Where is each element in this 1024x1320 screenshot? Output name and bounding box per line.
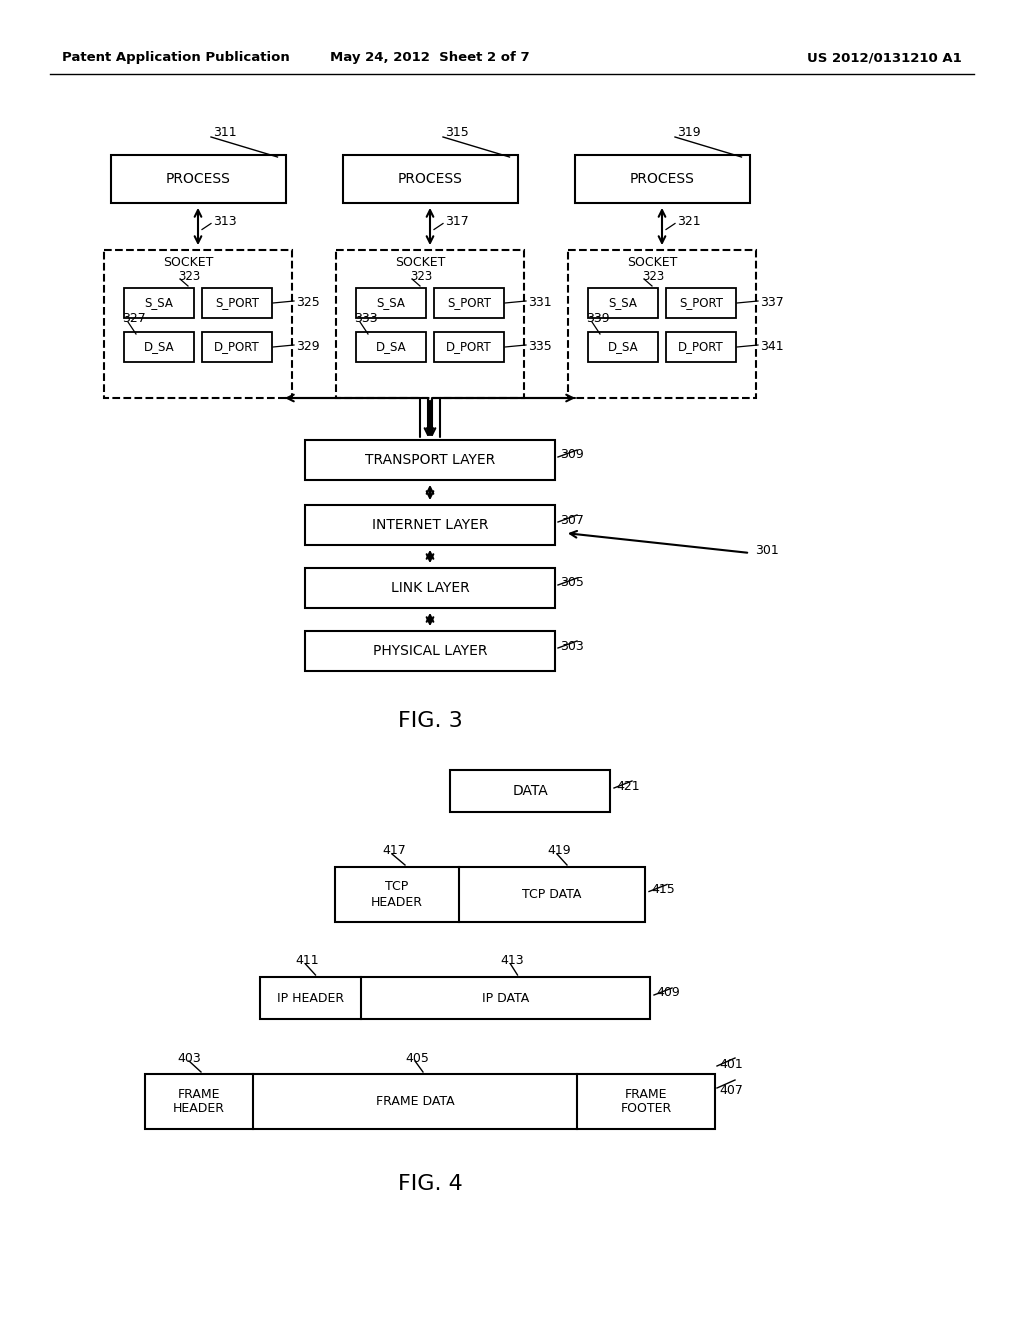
Text: PHYSICAL LAYER: PHYSICAL LAYER bbox=[373, 644, 487, 657]
FancyBboxPatch shape bbox=[260, 977, 650, 1019]
FancyBboxPatch shape bbox=[568, 249, 756, 399]
FancyBboxPatch shape bbox=[305, 631, 555, 671]
Text: 325: 325 bbox=[296, 297, 319, 309]
Text: 319: 319 bbox=[677, 127, 700, 140]
FancyBboxPatch shape bbox=[202, 288, 272, 318]
Text: FRAME
HEADER: FRAME HEADER bbox=[173, 1088, 225, 1115]
Text: TCP
HEADER: TCP HEADER bbox=[371, 880, 423, 908]
Text: SOCKET: SOCKET bbox=[627, 256, 677, 269]
FancyBboxPatch shape bbox=[124, 333, 194, 362]
Text: 417: 417 bbox=[382, 845, 406, 858]
Text: 405: 405 bbox=[406, 1052, 429, 1064]
FancyBboxPatch shape bbox=[202, 333, 272, 362]
Text: 323: 323 bbox=[178, 269, 201, 282]
Text: S_PORT: S_PORT bbox=[447, 297, 490, 309]
Text: 311: 311 bbox=[213, 127, 237, 140]
Text: IP DATA: IP DATA bbox=[482, 991, 529, 1005]
Text: 407: 407 bbox=[719, 1084, 742, 1097]
FancyBboxPatch shape bbox=[588, 288, 658, 318]
Text: 307: 307 bbox=[560, 513, 584, 527]
Text: DATA: DATA bbox=[512, 784, 548, 799]
Text: 413: 413 bbox=[501, 954, 524, 968]
Text: SOCKET: SOCKET bbox=[163, 256, 213, 269]
Text: FIG. 4: FIG. 4 bbox=[397, 1173, 463, 1195]
FancyBboxPatch shape bbox=[124, 288, 194, 318]
Text: FRAME
FOOTER: FRAME FOOTER bbox=[621, 1088, 672, 1115]
FancyBboxPatch shape bbox=[434, 333, 504, 362]
Text: FRAME DATA: FRAME DATA bbox=[376, 1096, 455, 1107]
Text: Patent Application Publication: Patent Application Publication bbox=[62, 51, 290, 65]
FancyBboxPatch shape bbox=[666, 288, 736, 318]
FancyBboxPatch shape bbox=[335, 867, 645, 921]
Text: 411: 411 bbox=[296, 954, 319, 968]
FancyBboxPatch shape bbox=[305, 440, 555, 480]
Text: D_SA: D_SA bbox=[376, 341, 407, 354]
FancyBboxPatch shape bbox=[111, 154, 286, 203]
Text: S_PORT: S_PORT bbox=[215, 297, 259, 309]
Text: 415: 415 bbox=[651, 883, 675, 896]
FancyBboxPatch shape bbox=[305, 568, 555, 609]
Text: 313: 313 bbox=[213, 215, 237, 228]
Text: 321: 321 bbox=[677, 215, 700, 228]
FancyBboxPatch shape bbox=[145, 1074, 715, 1129]
Text: 341: 341 bbox=[760, 341, 783, 354]
Text: 401: 401 bbox=[719, 1057, 742, 1071]
FancyBboxPatch shape bbox=[356, 288, 426, 318]
Text: 409: 409 bbox=[656, 986, 680, 999]
FancyBboxPatch shape bbox=[104, 249, 292, 399]
FancyBboxPatch shape bbox=[666, 333, 736, 362]
Text: S_SA: S_SA bbox=[377, 297, 406, 309]
Text: TCP DATA: TCP DATA bbox=[522, 888, 582, 902]
Text: SOCKET: SOCKET bbox=[395, 256, 445, 269]
Text: 303: 303 bbox=[560, 639, 584, 652]
Text: TRANSPORT LAYER: TRANSPORT LAYER bbox=[365, 453, 496, 467]
Text: LINK LAYER: LINK LAYER bbox=[390, 581, 469, 595]
Text: PROCESS: PROCESS bbox=[397, 172, 463, 186]
FancyBboxPatch shape bbox=[336, 249, 524, 399]
Text: 309: 309 bbox=[560, 449, 584, 462]
Text: 305: 305 bbox=[560, 577, 584, 590]
Text: 337: 337 bbox=[760, 297, 783, 309]
Text: D_PORT: D_PORT bbox=[214, 341, 260, 354]
Text: 421: 421 bbox=[616, 780, 640, 792]
Text: IP HEADER: IP HEADER bbox=[276, 991, 344, 1005]
Text: 335: 335 bbox=[528, 341, 552, 354]
Text: INTERNET LAYER: INTERNET LAYER bbox=[372, 517, 488, 532]
Text: D_PORT: D_PORT bbox=[678, 341, 724, 354]
FancyBboxPatch shape bbox=[434, 288, 504, 318]
Text: May 24, 2012  Sheet 2 of 7: May 24, 2012 Sheet 2 of 7 bbox=[330, 51, 529, 65]
Text: 333: 333 bbox=[354, 313, 378, 326]
Text: S_SA: S_SA bbox=[144, 297, 173, 309]
Text: PROCESS: PROCESS bbox=[630, 172, 694, 186]
FancyBboxPatch shape bbox=[305, 506, 555, 545]
Text: 419: 419 bbox=[547, 845, 570, 858]
Text: S_PORT: S_PORT bbox=[679, 297, 723, 309]
Text: 327: 327 bbox=[122, 313, 145, 326]
FancyBboxPatch shape bbox=[450, 770, 610, 812]
FancyBboxPatch shape bbox=[574, 154, 750, 203]
Text: FIG. 3: FIG. 3 bbox=[397, 711, 463, 731]
Text: 329: 329 bbox=[296, 341, 319, 354]
Text: 331: 331 bbox=[528, 297, 552, 309]
Text: 339: 339 bbox=[586, 313, 609, 326]
Text: 323: 323 bbox=[642, 269, 665, 282]
Text: 323: 323 bbox=[410, 269, 432, 282]
Text: 301: 301 bbox=[755, 544, 778, 557]
Text: S_SA: S_SA bbox=[608, 297, 637, 309]
FancyBboxPatch shape bbox=[356, 333, 426, 362]
Text: D_SA: D_SA bbox=[607, 341, 638, 354]
Text: US 2012/0131210 A1: US 2012/0131210 A1 bbox=[807, 51, 962, 65]
FancyBboxPatch shape bbox=[588, 333, 658, 362]
Text: 403: 403 bbox=[177, 1052, 201, 1064]
FancyBboxPatch shape bbox=[342, 154, 517, 203]
Text: D_PORT: D_PORT bbox=[446, 341, 492, 354]
Text: D_SA: D_SA bbox=[143, 341, 174, 354]
Text: PROCESS: PROCESS bbox=[166, 172, 230, 186]
Text: 317: 317 bbox=[445, 215, 469, 228]
Text: 315: 315 bbox=[445, 127, 469, 140]
